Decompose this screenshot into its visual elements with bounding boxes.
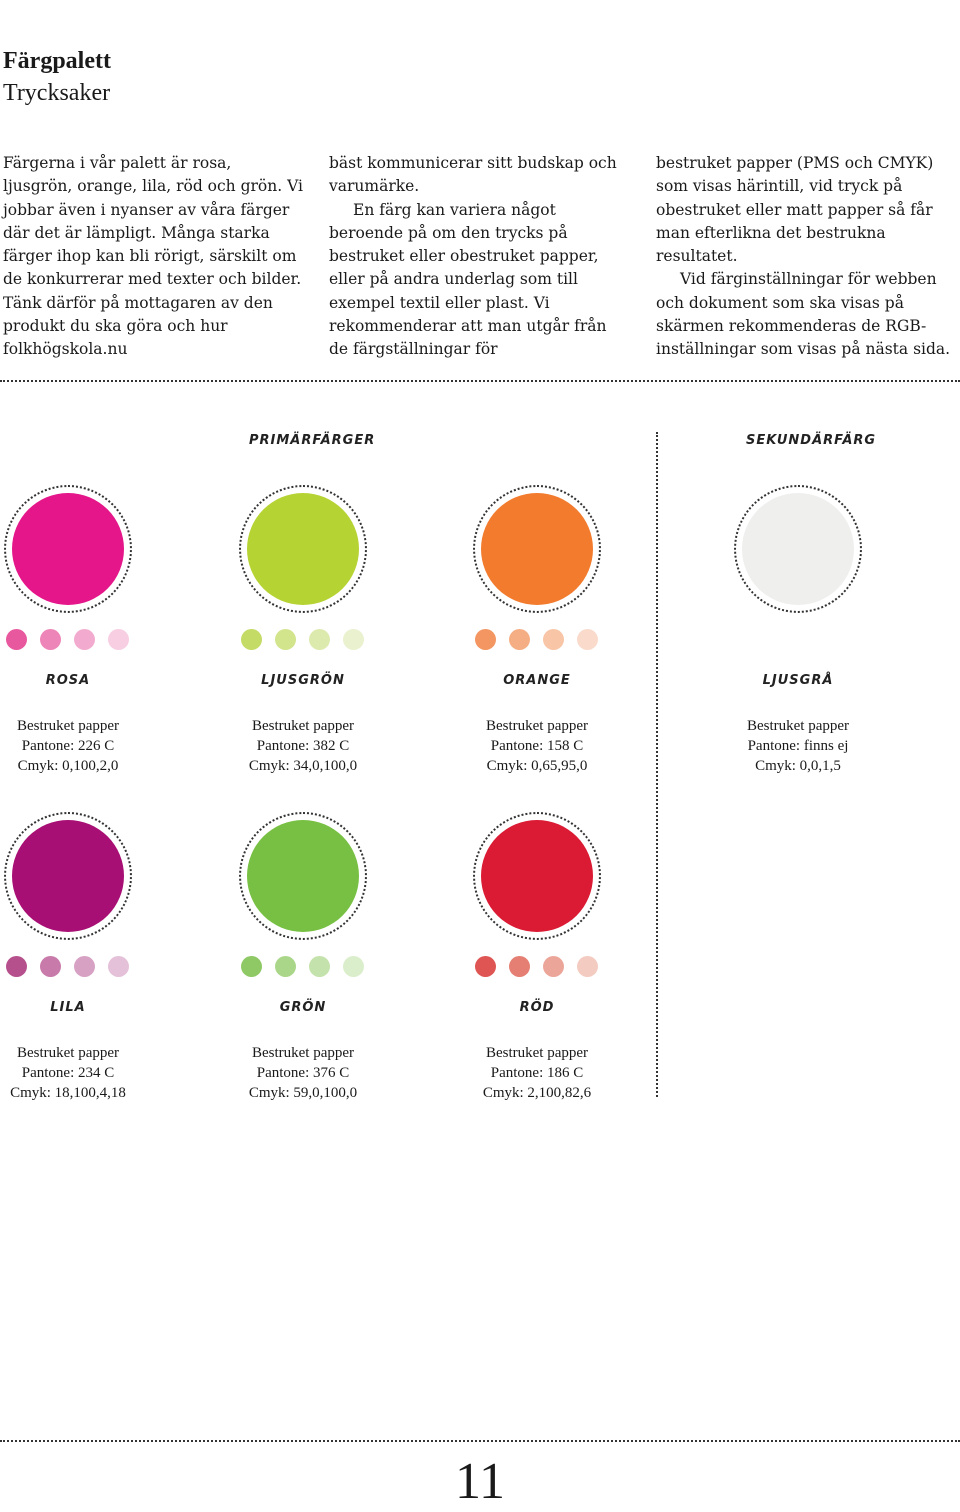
section-heading-secondary: Sekundärfärg xyxy=(746,433,877,448)
color-spec: Bestruket papper Pantone: 158 C Cmyk: 0,65… xyxy=(452,716,622,776)
intro-column-1: Färgerna i vår palett är rosa, ljusgrön,… xyxy=(3,152,303,362)
swatch-ring xyxy=(473,485,601,613)
swatch-main-color xyxy=(12,493,124,605)
tint-dot xyxy=(509,956,530,977)
tint-dot xyxy=(40,956,61,977)
tint-dot xyxy=(6,629,27,650)
tint-dot xyxy=(509,629,530,650)
swatch-main-color xyxy=(481,493,593,605)
spec-pantone: Pantone: 226 C xyxy=(21,738,115,754)
color-name: Ljusgrå xyxy=(762,673,834,688)
swatch-main-color xyxy=(12,820,124,932)
page-number: 11 xyxy=(454,1453,506,1510)
spec-cmyk: Cmyk: 2,100,82,6 xyxy=(482,1085,592,1101)
tint-dot xyxy=(577,956,598,977)
tint-dot xyxy=(275,956,296,977)
spec-cmyk: Cmyk: 0,0,1,5 xyxy=(755,758,841,774)
spec-pantone: Pantone: 234 C xyxy=(21,1065,115,1081)
spec-paper: Bestruket papper xyxy=(485,718,589,734)
color-name: Ljusgrön xyxy=(261,673,345,688)
color-spec: Bestruket papper Pantone: 186 C Cmyk: 2,10… xyxy=(452,1043,622,1103)
color-name: Rosa xyxy=(45,673,91,688)
swatch-main-color xyxy=(481,820,593,932)
spec-paper: Bestruket papper xyxy=(16,718,120,734)
tint-dot xyxy=(343,956,364,977)
spec-paper: Bestruket papper xyxy=(16,1045,120,1061)
tint-dot xyxy=(6,956,27,977)
spec-pantone: Pantone: 382 C xyxy=(256,738,350,754)
swatch-ring xyxy=(473,812,601,940)
intro-paragraph: bestruket papper (PMS och CMYK) som visa… xyxy=(656,154,934,266)
tint-dot xyxy=(475,629,496,650)
spec-pantone: Pantone: 376 C xyxy=(256,1065,350,1081)
divider-top xyxy=(0,380,960,382)
swatch-ring xyxy=(4,485,132,613)
tint-dot xyxy=(577,629,598,650)
swatch-main-color xyxy=(742,493,854,605)
intro-paragraph: Färgerna i vår palett är rosa, ljusgrön,… xyxy=(3,154,303,359)
swatch-ring xyxy=(734,485,862,613)
swatch-ring xyxy=(239,812,367,940)
tint-dot xyxy=(40,629,61,650)
intro-column-2: bäst kommunicerar sitt budskap och varum… xyxy=(329,152,629,362)
swatch-main-color xyxy=(247,820,359,932)
spec-cmyk: Cmyk: 0,65,95,0 xyxy=(486,758,588,774)
tint-dot xyxy=(74,956,95,977)
tint-dot xyxy=(241,956,262,977)
swatch-main-color xyxy=(247,493,359,605)
tint-dot xyxy=(543,956,564,977)
divider-vertical xyxy=(656,432,658,1097)
swatch-ring xyxy=(4,812,132,940)
section-heading-primary: Primärfärger xyxy=(249,433,376,448)
spec-cmyk: Cmyk: 0,100,2,0 xyxy=(17,758,119,774)
spec-pantone: Pantone: finns ej xyxy=(747,738,849,754)
spec-cmyk: Cmyk: 59,0,100,0 xyxy=(248,1085,358,1101)
tint-dot xyxy=(108,956,129,977)
color-spec: Bestruket papper Pantone: 382 C Cmyk: 34,0… xyxy=(218,716,388,776)
spec-paper: Bestruket papper xyxy=(251,1045,355,1061)
intro-paragraph: bäst kommunicerar sitt budskap och varum… xyxy=(329,154,617,196)
color-spec: Bestruket papper Pantone: 226 C Cmyk: 0,10… xyxy=(0,716,153,776)
color-spec: Bestruket papper Pantone: 376 C Cmyk: 59,0… xyxy=(218,1043,388,1103)
tint-dot xyxy=(275,629,296,650)
color-name: Orange xyxy=(503,673,571,688)
intro-paragraph: Vid färginställningar för webben och dok… xyxy=(656,270,951,359)
tint-dot xyxy=(343,629,364,650)
spec-paper: Bestruket papper xyxy=(251,718,355,734)
color-name: Grön xyxy=(279,1000,327,1015)
color-spec: Bestruket papper Pantone: 234 C Cmyk: 18,1… xyxy=(0,1043,153,1103)
spec-pantone: Pantone: 186 C xyxy=(490,1065,584,1081)
intro-paragraph: En färg kan variera något beroende på om… xyxy=(329,200,607,359)
divider-bottom xyxy=(0,1440,960,1442)
tint-dot xyxy=(108,629,129,650)
color-name: Lila xyxy=(50,1000,86,1015)
spec-cmyk: Cmyk: 34,0,100,0 xyxy=(248,758,358,774)
spec-paper: Bestruket papper xyxy=(746,718,850,734)
tint-dot xyxy=(74,629,95,650)
spec-pantone: Pantone: 158 C xyxy=(490,738,584,754)
tint-dot xyxy=(241,629,262,650)
color-name: Röd xyxy=(519,1000,555,1015)
intro-column-3: bestruket papper (PMS och CMYK) som visa… xyxy=(656,152,956,362)
title-sub: Trycksaker xyxy=(3,80,111,106)
spec-cmyk: Cmyk: 18,100,4,18 xyxy=(10,1085,126,1101)
spec-paper: Bestruket papper xyxy=(485,1045,589,1061)
color-spec: Bestruket papper Pantone: finns ej Cmyk: 0… xyxy=(713,716,883,776)
tint-dot xyxy=(543,629,564,650)
tint-dot xyxy=(475,956,496,977)
tint-dot xyxy=(309,629,330,650)
page-title: Färgpalett Trycksaker xyxy=(3,45,111,109)
title-main: Färgpalett xyxy=(3,48,111,74)
tint-dot xyxy=(309,956,330,977)
swatch-ring xyxy=(239,485,367,613)
